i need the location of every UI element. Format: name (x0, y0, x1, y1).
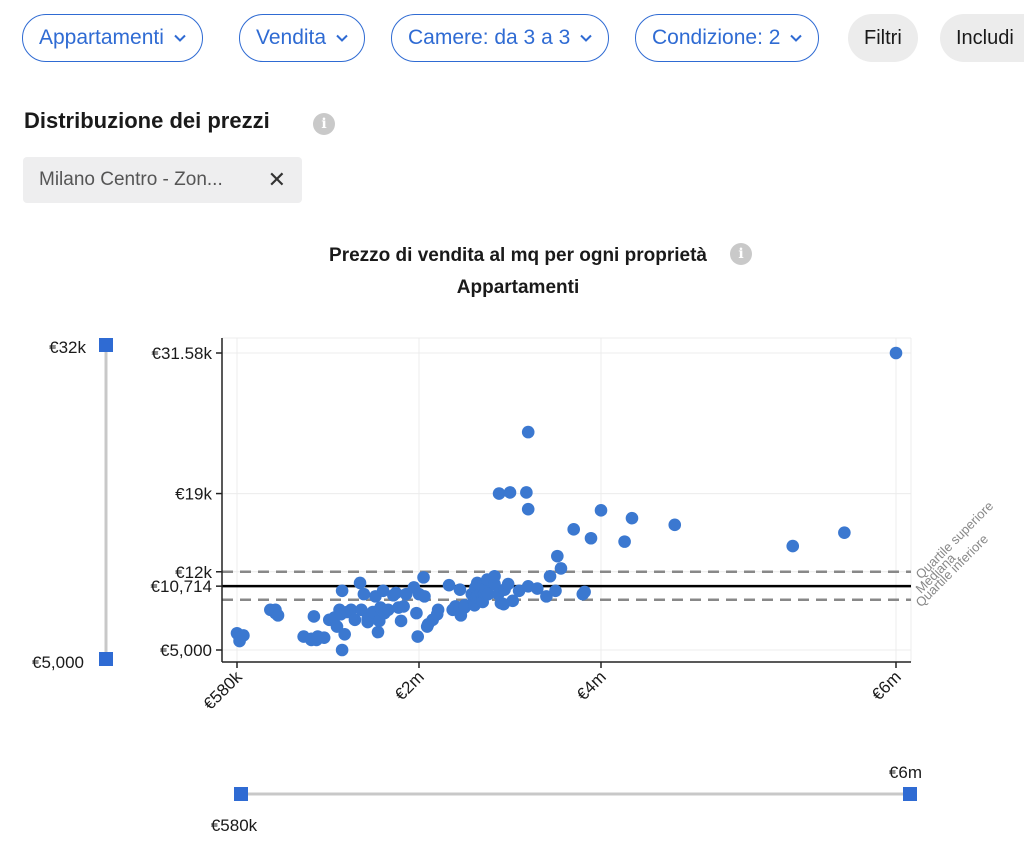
info-icon[interactable]: i (313, 113, 335, 135)
data-point (492, 487, 506, 500)
data-point (237, 629, 250, 642)
data-point (668, 518, 682, 532)
data-point (618, 535, 631, 548)
more-filters-button[interactable]: Filtri (848, 14, 918, 62)
property-type-filter-label: Appartamenti (39, 26, 164, 49)
y-tick-label: €19k (175, 485, 212, 504)
data-point (353, 576, 367, 590)
chevron-down-icon (790, 34, 803, 42)
data-point (549, 584, 562, 598)
data-point (348, 613, 362, 627)
data-point (317, 631, 331, 645)
data-point (578, 585, 591, 599)
data-point (271, 609, 285, 622)
data-point (503, 486, 517, 499)
x-tick-label: €2m (391, 667, 428, 704)
data-point (431, 603, 445, 617)
data-point (786, 539, 800, 553)
chart-subtitle: Appartamenti (456, 277, 580, 298)
data-point (442, 578, 456, 592)
chevron-down-icon (174, 34, 186, 42)
data-point (307, 610, 321, 623)
data-point (551, 549, 564, 563)
data-point (481, 587, 495, 601)
data-point (381, 603, 395, 617)
data-point (376, 584, 390, 598)
y-slider-max-label: €32k (49, 338, 86, 357)
y-tick-label: €5,000 (160, 641, 212, 660)
rooms-filter[interactable]: Camere: da 3 a 3 (391, 14, 610, 62)
data-point (335, 643, 349, 657)
property-type-filter[interactable]: Appartamenti (22, 14, 203, 62)
y-slider-min-label: €5,000 (32, 653, 84, 672)
data-point (389, 586, 403, 600)
x-slider-max-label: €6m (889, 763, 922, 782)
y-tick-label: €10,714 (151, 577, 212, 596)
include-button[interactable]: Includi (940, 14, 1024, 62)
data-point (418, 590, 431, 603)
data-point (338, 628, 351, 641)
rooms-filter-label: Camere: da 3 a 3 (408, 26, 571, 49)
data-point (371, 625, 385, 639)
data-point (625, 511, 639, 525)
x-tick-label: €580k (200, 667, 247, 714)
chart-title: Prezzo di vendita al mq per ogni proprie… (329, 245, 707, 266)
data-point (521, 502, 535, 516)
include-label: Includi (956, 26, 1014, 49)
chart-title-block: Prezzo di vendita al mq per ogni proprie… (218, 240, 818, 304)
data-point (397, 600, 410, 613)
chevron-down-icon (580, 34, 592, 42)
data-point (889, 346, 903, 360)
contract-filter-label: Vendita (256, 26, 327, 49)
close-icon[interactable]: ✕ (267, 167, 286, 192)
area-filter-tag: Milano Centro - Zon... ✕ (23, 157, 302, 203)
data-point (584, 531, 598, 545)
x-tick-label: €6m (868, 667, 905, 704)
data-point (453, 583, 467, 596)
data-point (540, 590, 553, 603)
data-point (344, 603, 358, 617)
data-point (543, 569, 557, 583)
data-points (230, 346, 903, 657)
y-slider-max-handle[interactable] (99, 338, 113, 352)
data-point (531, 582, 544, 595)
data-point (417, 571, 430, 584)
data-point (521, 425, 535, 439)
data-point (335, 584, 349, 598)
area-tag-label: Milano Centro - Zon... (39, 169, 223, 190)
data-point (330, 620, 344, 633)
x-slider-min-label: €580k (211, 816, 258, 835)
axes: €5,000 €10,714€12k €19k €31.58k €580k €2m €4m €… (151, 338, 911, 714)
x-slider-min-handle[interactable] (234, 787, 248, 801)
data-point (554, 562, 568, 575)
data-point (410, 606, 423, 620)
x-tick-label: €4m (573, 667, 610, 704)
y-range-slider[interactable]: €32k €5,000 (0, 335, 120, 695)
x-range-slider[interactable]: €6m €580k (0, 760, 1024, 840)
y-slider-min-handle[interactable] (99, 652, 113, 666)
data-point (357, 587, 371, 601)
data-point (411, 630, 425, 643)
data-point (506, 594, 520, 608)
data-point (501, 577, 515, 591)
data-point (488, 569, 501, 583)
section-title: Distribuzione dei prezzi (24, 108, 270, 133)
y-tick-label: €12k (175, 563, 212, 582)
data-point (394, 614, 408, 628)
data-point (594, 504, 608, 517)
condition-filter[interactable]: Condizione: 2 (635, 14, 820, 62)
contract-filter[interactable]: Vendita (239, 14, 366, 62)
y-tick-label: €31.58k (152, 344, 213, 363)
chart-info-icon[interactable]: i (730, 243, 752, 265)
data-point (520, 486, 533, 499)
grid-lines (222, 337, 912, 662)
chevron-down-icon (336, 34, 348, 42)
data-point (567, 523, 580, 536)
more-filters-label: Filtri (864, 26, 902, 49)
data-point (838, 526, 851, 539)
data-point (355, 603, 368, 617)
x-slider-max-handle[interactable] (903, 787, 917, 801)
condition-filter-label: Condizione: 2 (652, 26, 781, 49)
